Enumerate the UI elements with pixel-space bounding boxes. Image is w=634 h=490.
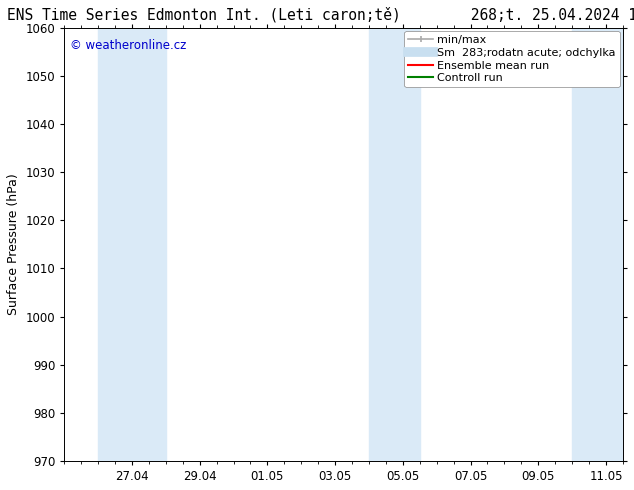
- Bar: [98, 28, 166, 461]
- Legend: min/max, Sm  283;rodatn acute; odchylka, Ensemble mean run, Controll run: min/max, Sm 283;rodatn acute; odchylka, …: [404, 31, 619, 87]
- Y-axis label: Surface Pressure (hPa): Surface Pressure (hPa): [7, 173, 20, 315]
- Bar: [369, 28, 420, 461]
- Bar: [572, 28, 623, 461]
- Text: © weatheronline.cz: © weatheronline.cz: [70, 39, 186, 51]
- Title: ENS Time Series Edmonton Int. (Leti caron;tě)        268;t. 25.04.2024 11 UTC: ENS Time Series Edmonton Int. (Leti caro…: [7, 7, 634, 23]
